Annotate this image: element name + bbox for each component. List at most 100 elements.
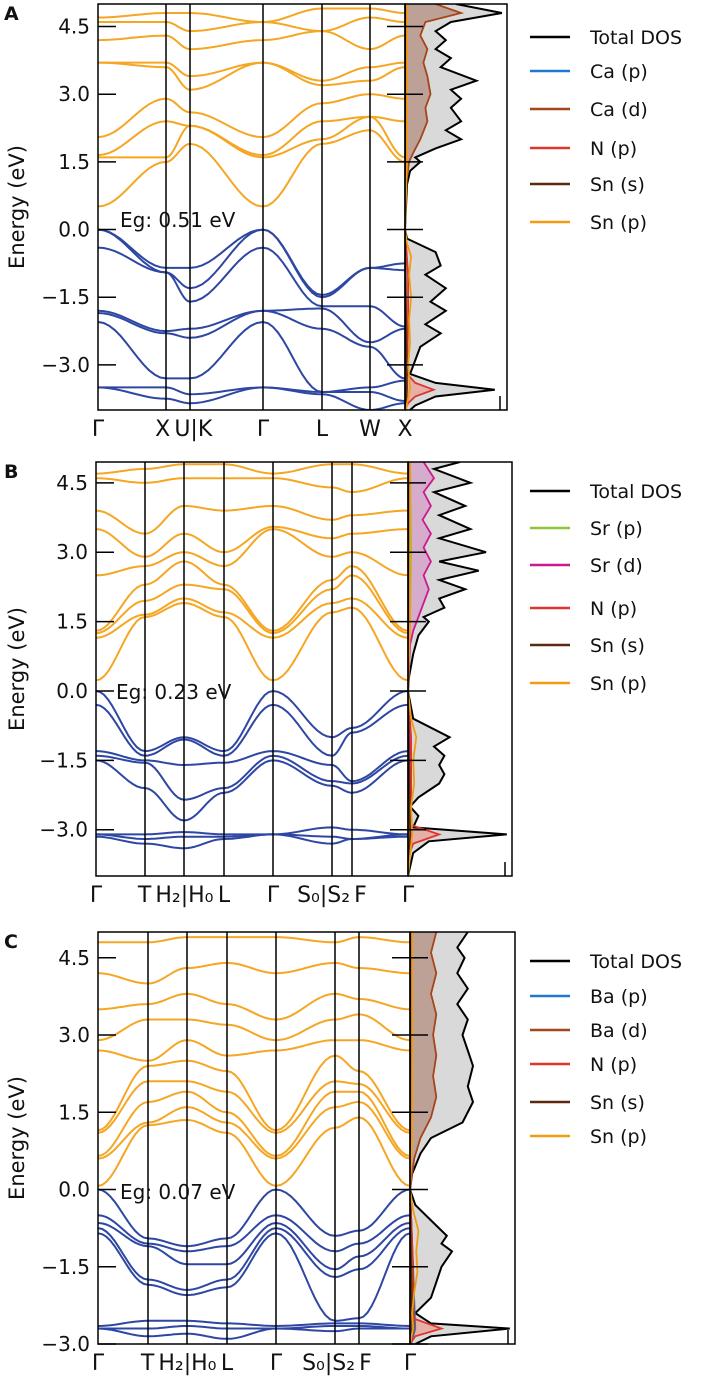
legend-entry: N (p) bbox=[590, 138, 637, 160]
conduction-band-line bbox=[98, 1054, 410, 1132]
kpoint-label: Γ bbox=[92, 1351, 105, 1376]
dos-axes-frame bbox=[407, 461, 513, 877]
valence-band-line bbox=[96, 754, 408, 801]
conduction-band-line bbox=[98, 1090, 410, 1158]
dos-panel bbox=[410, 932, 510, 1344]
total-dos-fill bbox=[410, 932, 510, 1344]
conduction-band-line bbox=[98, 1116, 410, 1187]
conduction-band-line bbox=[98, 129, 405, 208]
conduction-band-line bbox=[98, 1039, 410, 1062]
y-tick-label: 3.0 bbox=[58, 82, 90, 106]
dos-panel bbox=[405, 4, 503, 410]
legend-entry: Ca (d) bbox=[590, 99, 648, 121]
legend-entry: Ba (d) bbox=[590, 1020, 648, 1042]
dos-axes-frame bbox=[404, 3, 508, 411]
band-gap-annotation: Eg: 0.51 eV bbox=[120, 208, 236, 232]
kpoint-label: Γ bbox=[402, 883, 415, 908]
legend-entry: Sn (p) bbox=[590, 1126, 647, 1148]
kpoint-label: Γ bbox=[270, 1351, 283, 1376]
valence-band-line bbox=[96, 833, 408, 850]
y-tick-label: −3.0 bbox=[41, 1332, 90, 1356]
y-tick-label: 3.0 bbox=[58, 1023, 90, 1047]
y-tick-label: −1.5 bbox=[39, 748, 88, 772]
legend-entry: Sr (d) bbox=[590, 555, 643, 577]
kpoint-label: F bbox=[354, 883, 367, 908]
bands bbox=[96, 463, 408, 850]
panel-label: B bbox=[4, 461, 18, 483]
valence-band-line bbox=[98, 228, 405, 299]
kpoint-label: Γ bbox=[404, 1351, 417, 1376]
legend-entry: Sr (p) bbox=[590, 518, 643, 540]
y-axis-label: Energy (eV) bbox=[5, 607, 29, 731]
panel-a bbox=[97, 3, 570, 411]
pdos-fill bbox=[408, 462, 434, 876]
legend-entry: N (p) bbox=[590, 598, 637, 620]
valence-band-line bbox=[98, 1221, 410, 1271]
band-gap-annotation: Eg: 0.07 eV bbox=[120, 1180, 236, 1204]
y-axis-label: Energy (eV) bbox=[5, 145, 29, 269]
y-tick-label: −1.5 bbox=[41, 1255, 90, 1279]
y-axis-label: Energy (eV) bbox=[5, 1076, 29, 1200]
conduction-band-line bbox=[96, 525, 408, 558]
kpoint-label: S₀|S₂ bbox=[297, 883, 350, 908]
conduction-band-line bbox=[98, 93, 405, 139]
legend-entry: Total DOS bbox=[589, 481, 682, 503]
pdos-line bbox=[405, 229, 437, 410]
total-dos-fill bbox=[405, 4, 502, 410]
kpoint-label: X bbox=[397, 417, 412, 442]
y-tick-label: 4.5 bbox=[58, 15, 90, 39]
valence-band-line bbox=[98, 1232, 410, 1322]
kpoint-label: T bbox=[137, 883, 152, 908]
band-axes-frame bbox=[95, 461, 409, 877]
kpoint-label: L bbox=[218, 883, 231, 908]
dos-axes-frame bbox=[409, 931, 516, 1345]
y-tick-label: 1.5 bbox=[58, 150, 90, 174]
legend-entry: Ca (p) bbox=[590, 61, 648, 83]
panel-b bbox=[95, 461, 570, 877]
kpoint-label: H₂|H₀ bbox=[158, 1351, 216, 1376]
y-tick-label: 4.5 bbox=[56, 471, 88, 495]
pdos-fill bbox=[405, 4, 462, 410]
conduction-band-line bbox=[96, 528, 408, 577]
total-dos-fill bbox=[408, 462, 507, 876]
valence-band-line bbox=[96, 750, 408, 783]
y-tick-label: 4.5 bbox=[58, 946, 90, 970]
kpoint-label: T bbox=[140, 1351, 155, 1376]
y-tick-label: 0.0 bbox=[58, 218, 90, 242]
conduction-band-line bbox=[96, 560, 408, 632]
conduction-band-line bbox=[96, 602, 408, 682]
conduction-band-line bbox=[98, 16, 405, 33]
conduction-band-line bbox=[98, 936, 410, 944]
kpoint-label: Γ bbox=[267, 883, 280, 908]
panel-c bbox=[97, 931, 570, 1345]
dos-panel bbox=[408, 462, 507, 876]
legend-entry: Sn (s) bbox=[590, 174, 645, 196]
valence-band-line bbox=[98, 309, 405, 380]
valence-band-line bbox=[98, 1188, 410, 1248]
kpoint-label: Γ bbox=[90, 883, 103, 908]
valence-band-line bbox=[96, 689, 408, 753]
kpoint-label: L bbox=[316, 417, 329, 442]
legend-entry: Ba (p) bbox=[590, 986, 648, 1008]
y-tick-label: 1.5 bbox=[56, 610, 88, 634]
bands bbox=[98, 936, 410, 1340]
conduction-band-line bbox=[96, 477, 408, 494]
kpoint-label: U|K bbox=[174, 417, 213, 442]
conduction-band-line bbox=[98, 1101, 410, 1160]
valence-band-line bbox=[98, 1319, 410, 1328]
y-tick-label: 0.0 bbox=[58, 1178, 90, 1202]
conduction-band-line bbox=[98, 30, 405, 51]
conduction-band-line bbox=[96, 574, 408, 635]
pdos-line bbox=[408, 462, 418, 876]
conduction-band-line bbox=[98, 1013, 410, 1042]
kpoint-label: Γ bbox=[92, 417, 105, 442]
panel-label: C bbox=[4, 931, 18, 953]
legend-entry: Total DOS bbox=[589, 951, 682, 973]
kpoint-label: S₀|S₂ bbox=[302, 1351, 355, 1376]
pdos-fill bbox=[405, 229, 434, 410]
valence-band-line bbox=[98, 386, 405, 410]
conduction-band-line bbox=[98, 992, 410, 1021]
valence-band-line bbox=[98, 1214, 410, 1253]
legend-entry: Sn (p) bbox=[590, 673, 647, 695]
